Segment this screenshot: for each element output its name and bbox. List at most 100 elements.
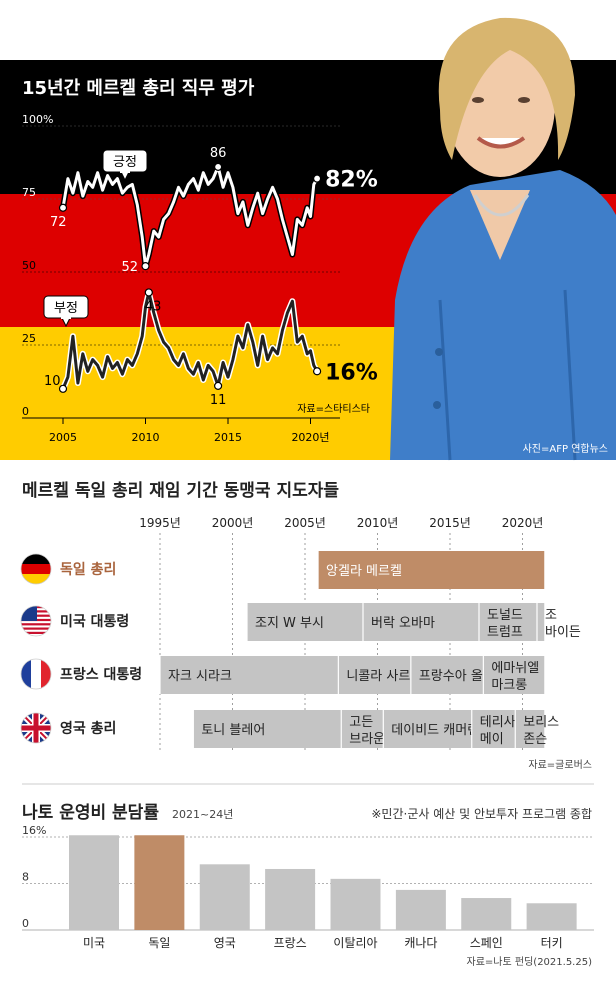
uk-flag <box>20 712 52 744</box>
neg-start-point <box>58 384 68 393</box>
x-tick-label: 2015 <box>214 431 242 444</box>
x-tick-label: 2020년 <box>291 431 329 444</box>
term-bar <box>160 656 339 694</box>
germany-flag <box>20 553 52 585</box>
panel1-lines <box>60 163 320 390</box>
neg-max-label: 43 <box>145 299 162 314</box>
term-name: 조지 W 부시 <box>255 616 324 631</box>
timeline-row-label: 프랑스 대통령 <box>60 667 142 683</box>
y-tick-label: 0 <box>22 917 29 930</box>
nato-category-label: 독일 <box>148 936 170 950</box>
positive-line <box>61 165 319 268</box>
term-name-line1: 보리스 <box>523 715 559 730</box>
pos-max-label: 86 <box>210 146 227 161</box>
term-bar <box>338 656 411 694</box>
y-tick-label: 75 <box>22 186 36 199</box>
y-tick-label: 50 <box>22 259 36 272</box>
term-name-line2: 바이든 <box>545 625 581 640</box>
y-tick-label: 100% <box>22 113 53 126</box>
term-name-line2: 존슨 <box>523 732 547 747</box>
neg-max-point <box>144 288 153 297</box>
term-name-line2: 브라운 <box>349 732 385 747</box>
timeline-year-label: 2005년 <box>284 516 326 530</box>
nato-bar <box>265 868 316 930</box>
term-bar <box>471 710 516 748</box>
negative-line <box>61 290 319 390</box>
term-bar <box>479 603 537 641</box>
timeline-year-label: 2000년 <box>212 516 254 530</box>
nato-category-label: 영국 <box>214 936 236 950</box>
term-bar <box>383 710 472 748</box>
timeline-year-label: 2010년 <box>357 516 399 530</box>
x-tick-label: 2010 <box>132 431 160 444</box>
term-bar <box>193 710 342 748</box>
panel3-source: 자료=나토 펀딩(2021.5.25) <box>467 956 593 968</box>
usa-flag <box>20 605 52 637</box>
panel3-note: ※민간·군사 예산 및 안보투자 프로그램 종합 <box>371 807 592 821</box>
nato-bar <box>134 835 185 930</box>
term-bar <box>341 710 384 748</box>
panel1-axes: 100% 75 50 25 0 2005 2010 2015 2020년 <box>22 113 340 444</box>
merkel-photo <box>390 17 616 461</box>
panel1-title: 15년간 메르켈 총리 직무 평가 <box>22 78 255 99</box>
term-name-line2: 마크롱 <box>491 678 527 693</box>
nato-bar <box>461 898 512 930</box>
nato-category-label: 이탈리아 <box>333 936 377 950</box>
y-tick-label: 16% <box>22 824 46 837</box>
term-name-line2: 메이 <box>480 732 504 747</box>
panel1-source: 자료=스타티스타 <box>297 403 370 415</box>
neg-min-label: 11 <box>210 393 227 408</box>
nato-bar <box>395 889 446 930</box>
nato-category-label: 스페인 <box>470 936 503 950</box>
term-name: 버락 오바마 <box>371 616 435 631</box>
term-name: 데이비드 캐머런 <box>391 723 479 738</box>
timeline-row-label: 독일 총리 <box>60 562 116 578</box>
term-name: 토니 블레어 <box>201 723 265 738</box>
nato-bar <box>199 864 250 930</box>
pos-start-point <box>58 203 68 212</box>
panel3-subtitle: 2021~24년 <box>172 808 233 821</box>
nato-category-label: 캐나다 <box>404 936 437 950</box>
nato-category-label: 터키 <box>541 936 563 950</box>
y-tick-label: 0 <box>22 405 29 418</box>
panel3-title: 나토 운영비 분담률 <box>22 803 159 823</box>
neg-start-label: 10 <box>44 374 61 389</box>
y-tick-label: 25 <box>22 332 36 345</box>
nato-category-label: 프랑스 <box>274 936 307 950</box>
pos-min-label: 52 <box>122 260 139 275</box>
timeline-year-label: 1995년 <box>139 516 181 530</box>
timeline-row-label: 영국 총리 <box>60 720 116 737</box>
pos-end-label: 82% <box>325 168 378 193</box>
term-bar <box>515 710 545 748</box>
nato-category-label: 미국 <box>83 936 105 950</box>
term-name-line1: 도널드 <box>487 608 523 623</box>
neg-end-point <box>313 367 322 376</box>
timeline-row-label: 미국 대통령 <box>60 614 129 630</box>
term-name-line2: 트럼프 <box>487 625 523 640</box>
negative-callout: 부정 <box>43 295 89 328</box>
panel2-source: 자료=글로버스 <box>528 759 592 771</box>
pos-min-point <box>141 262 150 271</box>
nato-bar <box>69 835 119 930</box>
term-bar <box>363 603 479 641</box>
term-name-line1: 에마뉘엘 <box>491 661 539 676</box>
term-name: 앙겔라 메르켈 <box>326 564 402 579</box>
pos-end-point <box>313 174 322 183</box>
term-bar <box>483 656 545 694</box>
callout-text: 긍정 <box>113 155 137 170</box>
photo-credit: 사진=AFP 연합뉴스 <box>523 443 608 455</box>
y-tick-label: 8 <box>22 871 29 884</box>
positive-callout: 긍정 <box>102 149 148 182</box>
term-bar <box>247 603 363 641</box>
nato-bar-chart: 16% 8 0 미국 독일 영국 프랑스 이탈리아 캐나다 스페인 터키 <box>22 824 594 950</box>
nato-bar <box>330 878 381 930</box>
term-name-line1: 조 <box>545 608 557 623</box>
france-flag <box>20 658 52 690</box>
neg-min-point <box>214 381 223 390</box>
nato-bar <box>526 903 577 930</box>
neg-end-label: 16% <box>325 360 378 385</box>
